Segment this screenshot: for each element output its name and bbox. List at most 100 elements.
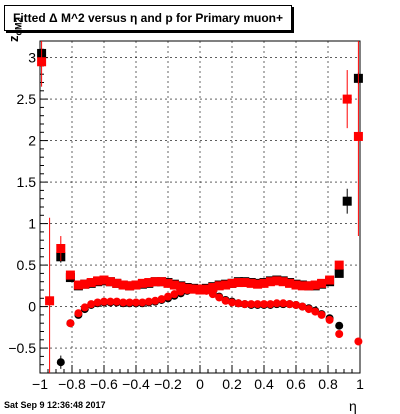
- red-circle-point: [240, 300, 249, 309]
- red-square-point: [233, 278, 243, 288]
- red-circle-point: [176, 287, 185, 296]
- x-tick-label: 0.8: [318, 376, 338, 392]
- x-tick-label: −0.8: [58, 376, 86, 392]
- red-square-point: [272, 276, 282, 286]
- red-square-point: [227, 278, 237, 288]
- red-square-point: [310, 280, 320, 290]
- x-tick-label: −0.2: [154, 376, 182, 392]
- red-circle-point: [266, 300, 275, 309]
- red-square-point: [291, 280, 301, 290]
- x-tick-label: 1: [356, 376, 364, 392]
- red-square-point: [73, 280, 83, 290]
- red-square-point: [285, 278, 295, 288]
- red-square-point: [342, 94, 352, 104]
- red-square-point: [246, 278, 256, 288]
- red-square-point: [105, 277, 115, 287]
- red-square-point: [353, 131, 363, 141]
- chart-title: Fitted Δ M^2 versus η and p for Primary …: [4, 5, 293, 31]
- red-circle-point: [112, 297, 121, 306]
- y-tick-label: 3: [28, 50, 36, 66]
- y-tick-label: 0: [28, 299, 36, 315]
- red-circle-point: [93, 298, 102, 307]
- black-circle-point: [56, 358, 65, 367]
- red-square-point: [65, 270, 75, 280]
- red-square-point: [37, 57, 47, 67]
- x-tick-label: 0.4: [254, 376, 274, 392]
- red-square-point: [325, 275, 335, 285]
- red-circle-point: [106, 297, 115, 306]
- red-circle-point: [325, 315, 334, 324]
- red-square-point: [144, 278, 154, 288]
- red-square-point: [131, 280, 141, 290]
- y-tick-label: −0.5: [8, 340, 36, 356]
- red-circle-point: [183, 286, 192, 294]
- black-circle-point: [335, 321, 344, 330]
- red-square-point: [93, 276, 103, 286]
- red-circle-point: [253, 300, 262, 309]
- red-circle-point: [260, 300, 268, 309]
- red-square-point: [317, 278, 327, 288]
- red-circle-point: [285, 300, 294, 309]
- red-square-point: [112, 278, 122, 288]
- red-square-point: [265, 277, 275, 287]
- x-tick-label: −1: [32, 376, 48, 392]
- red-square-point: [99, 275, 109, 285]
- red-circle-point: [228, 298, 236, 307]
- red-circle-point: [208, 290, 217, 299]
- red-circle-point: [272, 299, 281, 308]
- red-square-point: [221, 280, 231, 290]
- red-circle-point: [87, 300, 96, 309]
- red-square-point: [45, 296, 55, 306]
- red-circle-point: [100, 297, 108, 306]
- y-tick-label: 1: [28, 216, 36, 232]
- red-square-point: [86, 278, 96, 288]
- red-circle-point: [138, 298, 147, 307]
- red-circle-point: [170, 290, 179, 299]
- x-axis-label: η: [349, 398, 357, 414]
- red-circle-point: [215, 293, 224, 302]
- y-tick-label: 0.5: [17, 257, 37, 273]
- black-square-point: [334, 268, 344, 278]
- black-square-point: [342, 196, 352, 206]
- y-tick-label: 2.5: [17, 91, 37, 107]
- red-square-point: [304, 281, 314, 291]
- red-circle-point: [247, 300, 256, 309]
- red-circle-point: [157, 295, 166, 304]
- timestamp: Sat Sep 9 12:36:48 2017: [4, 400, 106, 410]
- red-square-point: [259, 278, 269, 288]
- red-square-point: [125, 281, 135, 291]
- red-circle-point: [335, 329, 344, 338]
- red-square-point: [334, 260, 344, 270]
- red-circle-point: [151, 296, 160, 305]
- y-tick-label: 2: [28, 133, 36, 149]
- red-circle-point: [125, 298, 134, 307]
- red-square-point: [150, 277, 160, 287]
- red-square-point: [253, 279, 263, 289]
- red-circle-point: [132, 298, 140, 307]
- x-tick-label: 0: [196, 376, 204, 392]
- x-tick-label: 0.2: [222, 376, 242, 392]
- red-circle-point: [74, 309, 83, 318]
- red-square-point: [208, 283, 218, 293]
- red-circle-point: [80, 303, 89, 312]
- x-tick-label: 0.6: [286, 376, 306, 392]
- red-circle-point: [311, 307, 320, 316]
- red-circle-point: [189, 284, 198, 293]
- red-circle-point: [317, 310, 326, 319]
- red-square-point: [278, 277, 288, 287]
- red-circle-point: [119, 298, 128, 307]
- red-square-point: [157, 277, 167, 287]
- red-circle-point: [279, 299, 288, 308]
- x-tick-label: −0.6: [90, 376, 118, 392]
- red-square-point: [176, 282, 186, 292]
- y-tick-label: 1.5: [17, 174, 37, 190]
- red-circle-point: [164, 292, 172, 301]
- red-square-point: [80, 279, 90, 289]
- x-tick-label: −0.4: [122, 376, 150, 392]
- red-square-point: [169, 280, 179, 290]
- red-square-point: [297, 281, 307, 291]
- red-circle-point: [354, 337, 363, 346]
- red-circle-point: [196, 284, 204, 293]
- data-points-group: [37, 41, 363, 373]
